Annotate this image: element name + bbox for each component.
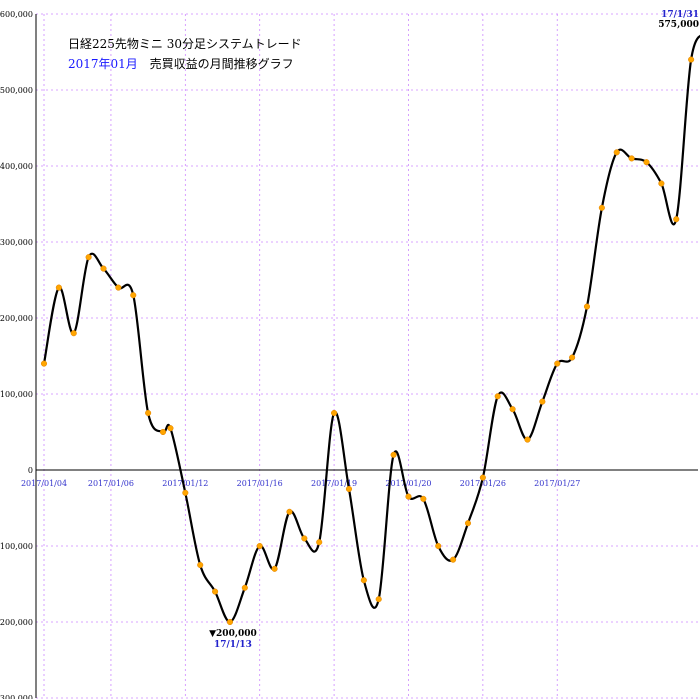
data-point [130, 292, 137, 299]
data-point [405, 493, 412, 500]
x-tick-label: 2017/01/12 [162, 479, 208, 488]
data-point [658, 180, 665, 187]
y-tick-label: 600,000 [0, 10, 33, 19]
chart-title: 日経225先物ミニ 30分足システムトレード [68, 37, 302, 51]
data-point [286, 508, 293, 515]
data-point [85, 254, 92, 261]
data-point [345, 485, 353, 493]
data-point [688, 56, 695, 63]
x-tick-label: 2017/01/04 [21, 479, 67, 488]
data-point [271, 565, 278, 572]
data-point [479, 474, 486, 481]
data-point [360, 577, 367, 584]
data-point [145, 409, 152, 417]
data-point [673, 216, 680, 223]
x-tick-label: 2017/01/19 [311, 479, 357, 488]
data-point [420, 495, 427, 502]
data-point [226, 618, 234, 626]
data-point [598, 204, 605, 211]
data-point [159, 428, 167, 436]
x-tick-label: 2017/01/26 [460, 479, 506, 488]
y-tick-label: 300,000 [0, 238, 33, 247]
last-date-label: 17/1/31 [661, 10, 699, 20]
data-point [554, 360, 561, 367]
data-point [55, 284, 62, 291]
data-point [450, 556, 457, 563]
data-point [115, 284, 122, 291]
x-tick-label: 2017/01/06 [88, 479, 134, 488]
y-tick-label: 400,000 [0, 162, 33, 171]
data-point [331, 409, 338, 417]
data-point [301, 535, 308, 542]
data-point [509, 406, 516, 413]
y-tick-label: -100,000 [0, 542, 33, 551]
y-tick-label: -300,000 [0, 694, 33, 699]
data-point [464, 520, 472, 527]
data-point [628, 155, 635, 162]
data-point [583, 303, 591, 310]
data-point [494, 393, 501, 400]
data-point [390, 451, 397, 458]
min-value-label: ▼200,000 [209, 629, 257, 639]
data-point [197, 561, 204, 569]
y-tick-label: 100,000 [0, 390, 33, 399]
x-tick-label: 2017/01/16 [237, 479, 283, 488]
chart-subtitle-rest: 売買収益の月間推移グラフ [150, 56, 294, 71]
marker-layer [40, 56, 695, 626]
data-point [569, 354, 576, 361]
data-point [539, 398, 546, 405]
y-tick-label: 0 [28, 466, 33, 475]
last-value-label: 575,000 [658, 20, 699, 30]
data-point [100, 265, 107, 272]
axis-layer: 600,000 500,000 400,000 300,000 200,000 100,0… [0, 10, 698, 699]
data-point [316, 539, 323, 546]
data-point [375, 596, 382, 603]
data-point [643, 159, 650, 166]
data-point [182, 489, 189, 496]
x-tick-label: 2017/01/20 [385, 479, 431, 488]
chart-subtitle-month: 2017年01月 [68, 57, 138, 71]
data-point [256, 542, 263, 550]
x-tick-label: 2017/01/27 [534, 479, 580, 488]
data-point [435, 542, 442, 550]
data-point [212, 588, 219, 595]
series-line [42, 34, 700, 624]
data-point [613, 149, 620, 156]
series-line-layer [42, 34, 700, 624]
y-tick-label: -200,000 [0, 618, 33, 627]
y-tick-label: 500,000 [0, 86, 33, 95]
data-point [70, 330, 77, 337]
y-tick-label: 200,000 [0, 314, 33, 323]
data-point [524, 436, 531, 443]
data-point [40, 360, 48, 367]
data-point [241, 584, 248, 591]
chart-subtitle: 2017年01月 売買収益の月間推移グラフ [68, 56, 294, 71]
min-date-label: 17/1/13 [214, 640, 252, 650]
data-point [167, 425, 174, 432]
